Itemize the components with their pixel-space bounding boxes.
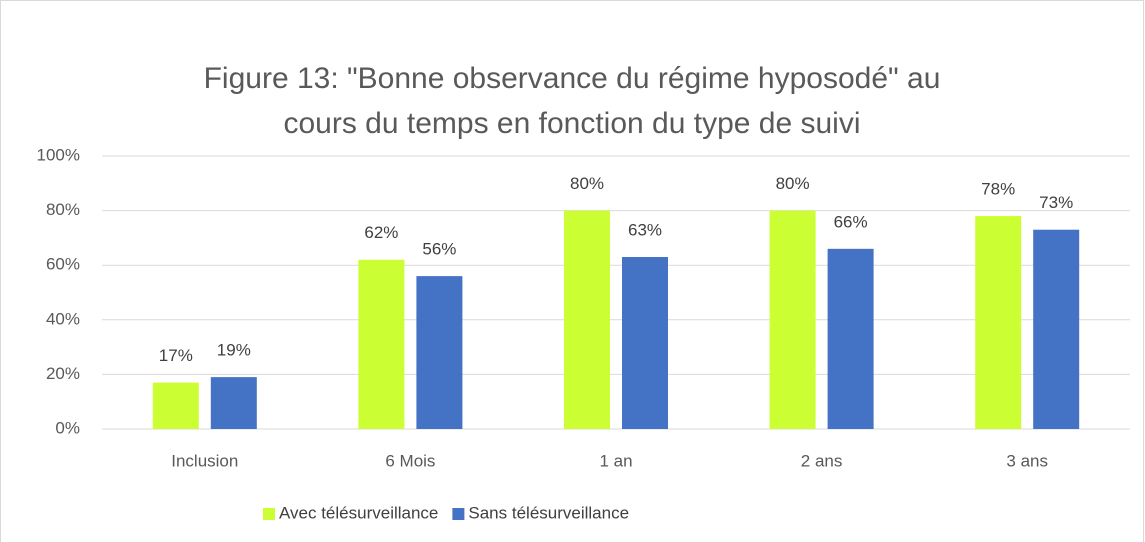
x-tick-label: 3 ans — [1006, 451, 1048, 470]
chart-title: Figure 13: "Bonne observance du régime h… — [204, 62, 941, 95]
x-tick-label: 2 ans — [801, 451, 843, 470]
data-label: 19% — [217, 341, 251, 360]
data-label: 66% — [834, 212, 868, 231]
bar — [152, 382, 199, 429]
data-label: 80% — [776, 174, 810, 193]
data-label: 17% — [159, 346, 193, 365]
legend-label: Avec télésurveillance — [279, 503, 438, 522]
x-tick-label: 1 an — [599, 451, 632, 470]
bar — [564, 210, 610, 429]
legend-label: Sans télésurveillance — [468, 503, 629, 522]
data-label: 78% — [981, 180, 1015, 199]
y-tick-label: 20% — [46, 364, 80, 383]
legend-swatch — [263, 508, 275, 520]
bar — [358, 259, 405, 429]
y-tick-label: 60% — [46, 255, 80, 274]
data-label: 62% — [364, 223, 398, 242]
legend-swatch — [452, 508, 465, 520]
bar — [416, 276, 463, 429]
y-tick-label: 40% — [46, 309, 80, 328]
y-tick-label: 100% — [37, 145, 80, 164]
bar — [975, 216, 1022, 429]
data-label: 80% — [570, 174, 604, 193]
bar — [1033, 229, 1080, 429]
x-tick-label: Inclusion — [171, 451, 238, 470]
x-tick-label: 6 Mois — [385, 451, 435, 470]
bar — [622, 257, 668, 429]
data-label: 73% — [1039, 193, 1073, 212]
chart-title: cours du temps en fonction du type de su… — [283, 107, 860, 140]
bar — [827, 248, 874, 429]
data-label: 63% — [628, 220, 662, 239]
data-label: 56% — [422, 240, 456, 259]
bar — [769, 210, 816, 429]
y-tick-label: 0% — [55, 418, 80, 437]
y-tick-label: 80% — [46, 200, 80, 219]
bar — [210, 377, 257, 429]
